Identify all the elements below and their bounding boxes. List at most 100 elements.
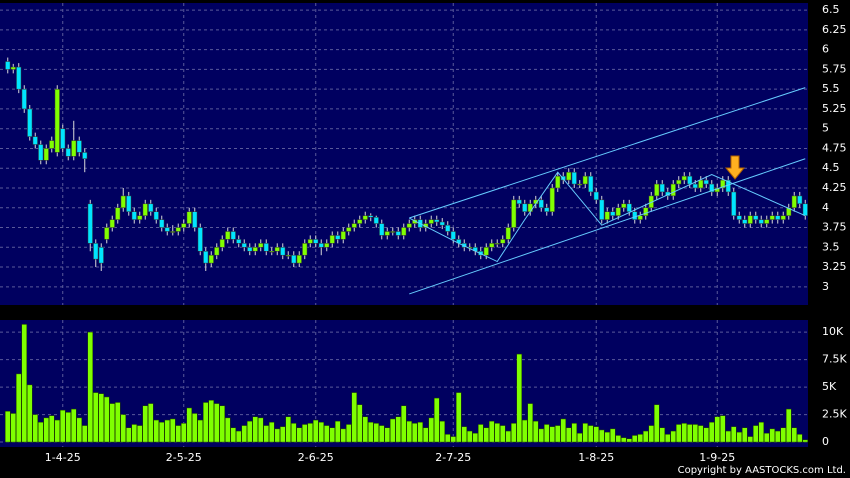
candle-body xyxy=(54,88,60,153)
y-tick-label: 5 xyxy=(822,122,829,135)
volume-bar xyxy=(538,428,544,443)
volume-bar xyxy=(802,439,808,443)
price-panel xyxy=(0,3,808,305)
volume-bar xyxy=(791,427,797,443)
x-tick-label: 2-5-25 xyxy=(166,451,202,464)
volume-bar xyxy=(406,420,412,443)
candle-body xyxy=(709,183,715,193)
candle-body xyxy=(291,254,297,264)
volume-bar xyxy=(439,420,445,443)
candle-body xyxy=(527,203,533,212)
candle-body xyxy=(566,171,572,181)
candle-body xyxy=(401,227,407,236)
volume-bar xyxy=(390,418,396,443)
volume-bar xyxy=(280,426,286,443)
candle-body xyxy=(604,211,610,220)
volume-tick-label: 2.5K xyxy=(822,408,847,421)
volume-bar xyxy=(159,422,165,443)
trend-line xyxy=(409,171,806,263)
candle-body xyxy=(511,199,517,228)
volume-bar xyxy=(120,414,126,443)
candle-body xyxy=(516,199,522,205)
volume-bar xyxy=(291,423,297,443)
candle-body xyxy=(621,203,627,209)
candle-body xyxy=(368,215,374,218)
volume-bar xyxy=(489,420,495,443)
volume-bar xyxy=(214,403,220,443)
candle-body xyxy=(357,219,363,224)
volume-bar xyxy=(703,427,709,443)
candle-body xyxy=(747,215,753,224)
volume-bar xyxy=(302,424,308,443)
volume-bar xyxy=(263,425,269,443)
volume-bar xyxy=(362,416,368,443)
candle-body xyxy=(280,247,286,256)
volume-bar xyxy=(549,426,555,443)
candle-body xyxy=(571,171,577,185)
volume-bar xyxy=(731,426,737,443)
candle-body xyxy=(797,195,803,205)
y-tick-label: 4.75 xyxy=(822,141,847,154)
volume-bar xyxy=(747,436,753,443)
volume-bar xyxy=(775,430,781,443)
candle-body xyxy=(192,211,198,228)
volume-bar xyxy=(346,424,352,443)
volume-bar xyxy=(456,392,462,443)
volume-bar xyxy=(203,402,209,443)
candle-body xyxy=(274,247,280,252)
volume-bar xyxy=(615,435,621,443)
volume-bar xyxy=(428,417,434,443)
volume-bar xyxy=(582,423,588,443)
candle-body xyxy=(434,219,440,223)
volume-bar xyxy=(5,411,11,443)
candle-body xyxy=(214,247,220,256)
candle-body xyxy=(335,235,341,240)
candle-body xyxy=(736,215,742,220)
candle-body xyxy=(384,231,390,236)
volume-bar xyxy=(461,426,467,443)
volume-bar xyxy=(164,419,170,443)
volume-bar xyxy=(505,430,511,443)
x-tick-label: 1-4-25 xyxy=(45,451,81,464)
candle-body xyxy=(159,219,165,228)
volume-bar xyxy=(54,419,60,443)
candle-body xyxy=(764,219,770,224)
candle-body xyxy=(720,179,726,189)
volume-bar xyxy=(555,425,561,443)
volume-bar xyxy=(109,403,115,443)
candle-body xyxy=(439,221,445,226)
candle-body xyxy=(269,250,275,253)
y-tick-label: 5.25 xyxy=(822,102,847,115)
volume-bar xyxy=(698,425,704,443)
candle-body xyxy=(313,239,319,244)
candle-body xyxy=(593,191,599,201)
candle-body xyxy=(786,207,792,216)
candle-body xyxy=(340,231,346,240)
volume-bar xyxy=(423,427,429,443)
volume-bar xyxy=(60,409,66,443)
volume-bar xyxy=(725,430,731,443)
candle-body xyxy=(670,183,676,197)
candle-body xyxy=(373,216,379,224)
volume-bar xyxy=(318,422,324,443)
volume-bar xyxy=(483,427,489,443)
volume-bar xyxy=(329,427,335,443)
volume-bar xyxy=(593,426,599,443)
candle-body xyxy=(577,183,583,186)
candle-body xyxy=(148,203,154,212)
candle-body xyxy=(38,144,44,161)
volume-bar xyxy=(758,422,764,443)
volume-bar xyxy=(368,422,374,443)
candle-body xyxy=(109,219,115,228)
volume-bar xyxy=(351,392,357,443)
volume-bar xyxy=(648,425,654,443)
volume-bar xyxy=(566,427,572,443)
volume-bar xyxy=(16,373,22,443)
candle-body xyxy=(16,66,22,90)
x-tick-label: 1-8-25 xyxy=(578,451,614,464)
volume-bar xyxy=(181,423,187,443)
volume-bar xyxy=(450,436,456,443)
volume-bar xyxy=(467,430,473,443)
volume-bar xyxy=(236,430,242,443)
candle-body xyxy=(164,227,170,232)
